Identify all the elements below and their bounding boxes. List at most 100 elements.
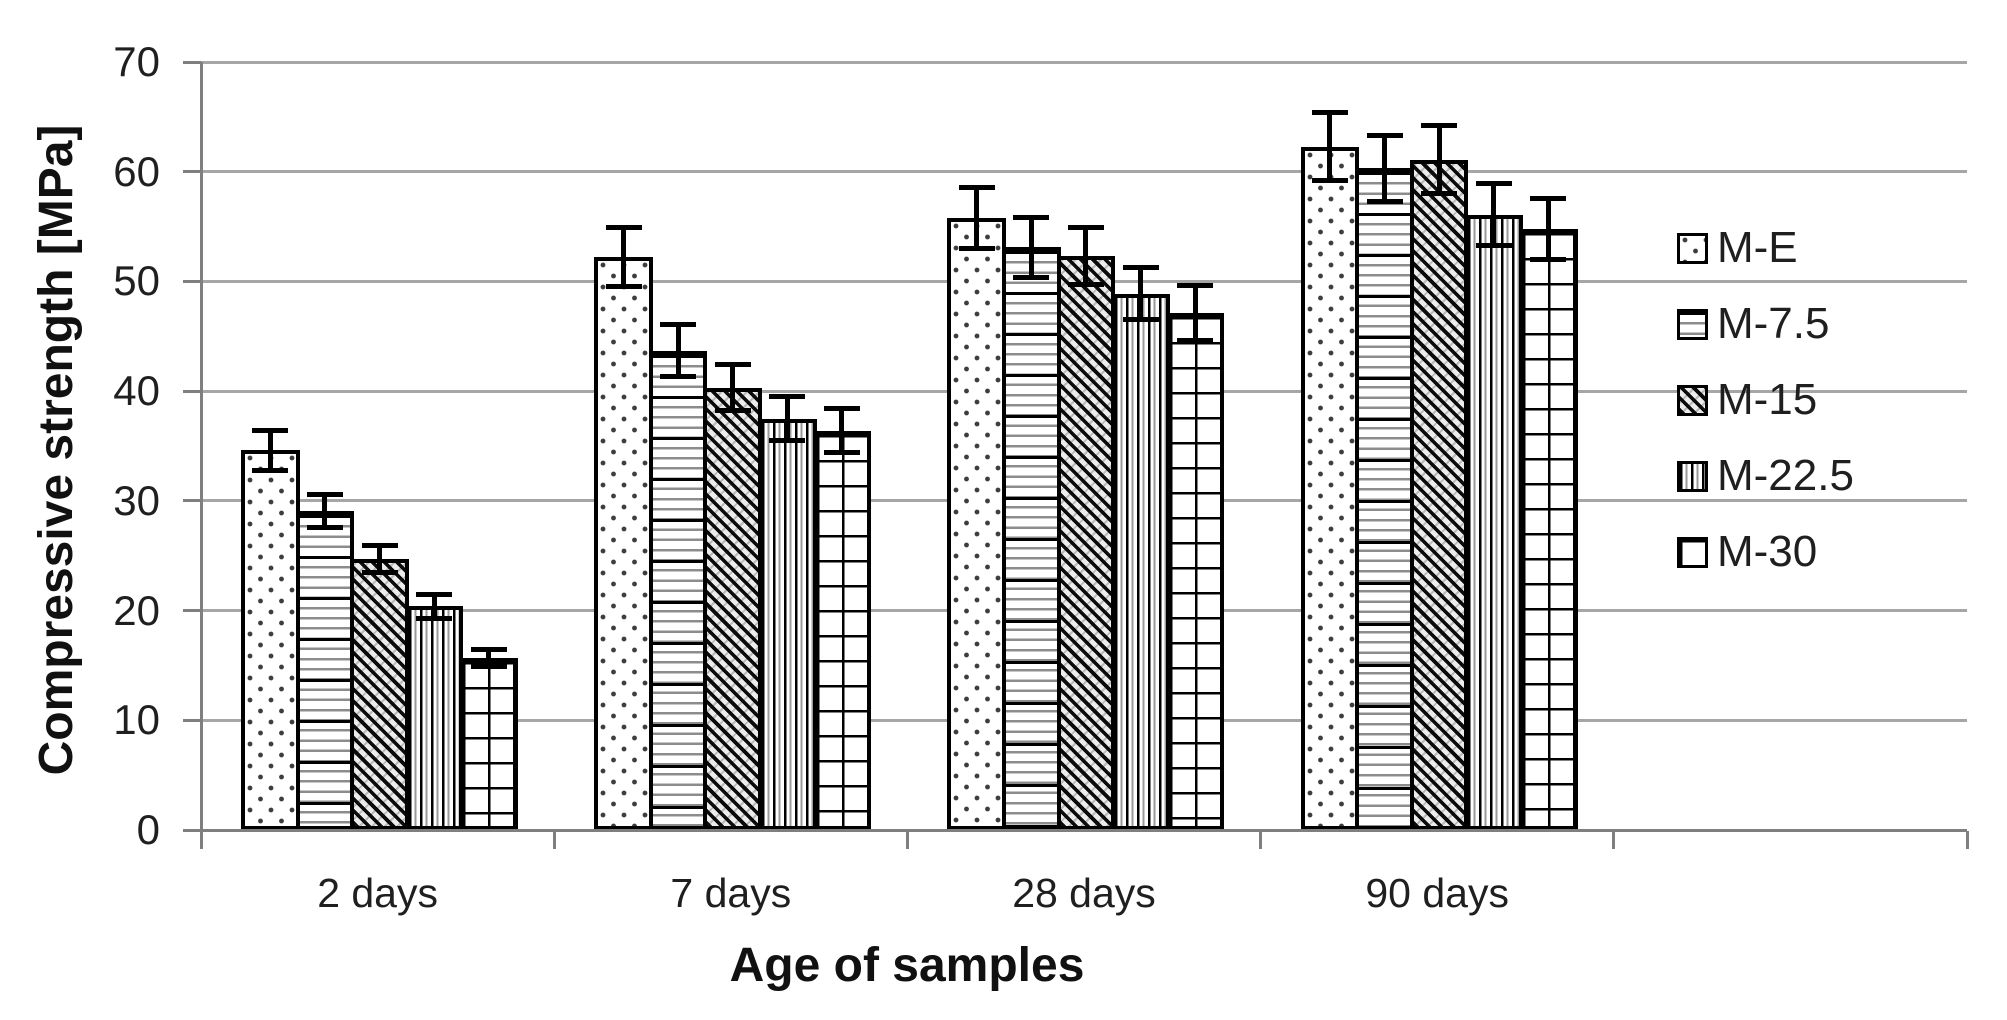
bar-M-30-90-days	[1519, 228, 1578, 830]
category-label-28-days: 28 days	[1012, 870, 1156, 916]
category-label-2-days: 2 days	[317, 870, 438, 916]
y-tick-label: 10	[113, 696, 160, 744]
legend-swatch-diag-icon	[1677, 384, 1708, 416]
bar-M-E-90-days	[1300, 146, 1360, 830]
category-label-7-days: 7 days	[670, 870, 792, 916]
y-tick-label: 50	[113, 257, 160, 305]
error-bar-M-7.5-90-days	[1382, 135, 1387, 202]
error-bar-M-22.5-28-days-top-cap	[1122, 264, 1159, 270]
bar-M-15-7-days	[703, 387, 762, 830]
y-axis-tick	[183, 828, 201, 832]
y-axis-tick	[183, 170, 201, 174]
category-label-90-days: 90 days	[1365, 870, 1509, 916]
error-bar-M-15-90-days	[1436, 125, 1442, 194]
legend-label: M-30	[1717, 527, 1818, 576]
error-bar-M-E-7-days	[621, 227, 626, 287]
error-bar-M-E-90-days-bottom-cap	[1311, 178, 1348, 183]
error-bar-M-30-7-days	[839, 408, 845, 453]
bar-M-22.5-90-days	[1464, 214, 1523, 830]
x-axis-title: Age of samples	[729, 939, 1085, 992]
error-bar-M-15-2-days-top-cap	[361, 543, 398, 549]
error-bar-M-22.5-2-days-top-cap	[416, 591, 453, 597]
legend-item-M-22.5: M-22.5	[1677, 451, 1854, 500]
error-bar-M-E-90-days-top-cap	[1311, 110, 1348, 115]
y-tick-label: 60	[113, 147, 160, 195]
error-bar-M-22.5-7-days	[784, 396, 790, 441]
error-bar-M-7.5-28-days	[1028, 217, 1034, 277]
bar-M-7.5-7-days	[648, 350, 708, 830]
error-bar-M-7.5-90-days-bottom-cap	[1366, 198, 1403, 204]
error-bar-M-30-90-days-bottom-cap	[1530, 257, 1567, 262]
x-axis-tick	[905, 831, 909, 849]
y-tick-label: 30	[113, 476, 160, 524]
bar-M-E-7-days	[594, 257, 653, 830]
y-tick-label: 40	[113, 367, 160, 415]
legend-item-M-7.5: M-7.5	[1677, 299, 1830, 348]
error-bar-M-22.5-7-days-bottom-cap	[769, 438, 806, 443]
error-bar-M-30-7-days-top-cap	[823, 406, 860, 412]
y-tick-label: 0	[136, 806, 160, 853]
legend-swatch-hlines-icon	[1677, 308, 1708, 340]
legend-label: M-7.5	[1717, 299, 1830, 348]
error-bar-M-15-28-days-top-cap	[1067, 225, 1104, 231]
y-axis-tick	[183, 279, 201, 283]
x-axis-line	[199, 828, 1967, 832]
error-bar-M-30-2-days-top-cap	[470, 646, 507, 652]
error-bar-M-15-28-days	[1083, 227, 1089, 285]
legend-swatch-vlines-icon	[1677, 460, 1708, 492]
legend-swatch-dots-icon	[1677, 232, 1708, 264]
bar-M-15-90-days	[1409, 159, 1469, 830]
error-bar-M-30-2-days	[486, 649, 492, 667]
bar-M-15-2-days	[350, 559, 409, 830]
error-bar-M-30-90-days	[1545, 198, 1551, 260]
bar-M-22.5-7-days	[758, 418, 817, 830]
y-tick-label: 70	[113, 38, 160, 85]
y-axis-tick	[183, 718, 201, 722]
y-axis-tick	[183, 389, 201, 393]
error-bar-M-E-28-days-bottom-cap	[958, 246, 995, 251]
error-bar-M-7.5-28-days-top-cap	[1013, 215, 1050, 221]
error-bar-M-30-28-days-bottom-cap	[1177, 338, 1214, 344]
error-bar-M-22.5-28-days	[1138, 267, 1143, 320]
error-bar-M-7.5-2-days-top-cap	[306, 491, 343, 497]
x-axis-tick	[1965, 831, 1969, 849]
error-bar-M-7.5-7-days	[675, 324, 681, 377]
y-axis-tick	[183, 609, 201, 613]
error-bar-M-E-28-days-top-cap	[958, 184, 995, 190]
error-bar-M-22.5-28-days-bottom-cap	[1122, 317, 1159, 323]
legend-item-M-15: M-15	[1677, 375, 1817, 424]
error-bar-M-E-28-days	[974, 187, 980, 249]
bar-M-30-28-days	[1165, 313, 1225, 830]
legend-item-M-E: M-E	[1677, 223, 1798, 272]
error-bar-M-7.5-7-days-top-cap	[660, 321, 697, 327]
error-bar-M-15-7-days-bottom-cap	[714, 408, 751, 414]
bar-M-E-2-days	[241, 450, 300, 830]
y-tick-label: 20	[113, 586, 160, 634]
bar-M-7.5-28-days	[1002, 247, 1061, 830]
error-bar-M-7.5-7-days-bottom-cap	[660, 374, 697, 380]
error-bar-M-15-7-days-top-cap	[714, 362, 751, 368]
error-bar-M-22.5-7-days-top-cap	[769, 394, 806, 400]
error-bar-M-15-28-days-bottom-cap	[1067, 282, 1104, 288]
error-bar-M-30-2-days-bottom-cap	[470, 664, 507, 669]
error-bar-M-22.5-90-days-top-cap	[1475, 181, 1512, 187]
error-bar-M-15-2-days	[377, 545, 382, 573]
bar-M-22.5-2-days	[404, 606, 464, 830]
error-bar-M-22.5-90-days	[1491, 183, 1497, 246]
error-bar-M-E-7-days-bottom-cap	[605, 284, 642, 290]
x-axis-tick	[199, 831, 203, 849]
error-bar-M-E-90-days	[1327, 112, 1333, 181]
x-axis-tick	[1259, 831, 1263, 849]
error-bar-M-15-2-days-bottom-cap	[361, 569, 398, 575]
legend-swatch-grid-icon	[1677, 536, 1708, 568]
bar-M-22.5-28-days	[1111, 293, 1170, 830]
error-bar-M-30-28-days	[1192, 285, 1198, 341]
legend-label: M-22.5	[1717, 451, 1854, 500]
error-bar-M-30-90-days-top-cap	[1530, 195, 1567, 201]
error-bar-M-22.5-2-days-bottom-cap	[416, 615, 453, 621]
gridline	[201, 60, 1967, 64]
y-axis-tick	[183, 499, 201, 503]
error-bar-M-7.5-90-days-top-cap	[1366, 133, 1403, 138]
error-bar-M-30-28-days-top-cap	[1177, 283, 1214, 289]
